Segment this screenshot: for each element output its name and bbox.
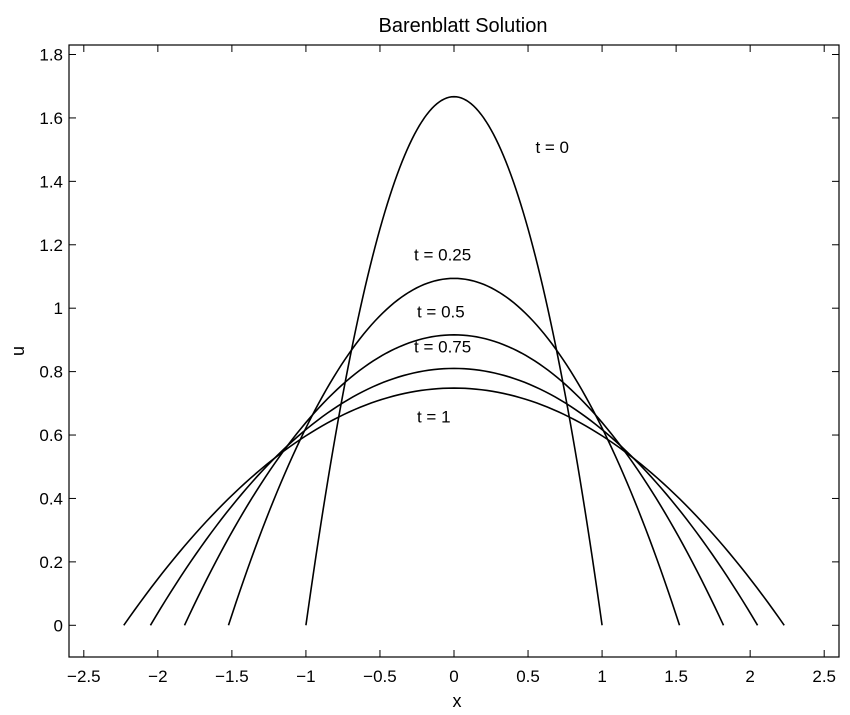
curve-labels-layer: t = 0 t = 0.25 t = 0.5 t = 0.75 t = 1 [414,138,569,427]
x-tick-label: 2.5 [812,667,836,686]
x-tick-label: −2 [148,667,167,686]
series-curve [183,334,725,626]
x-tick-label: −1.5 [215,667,249,686]
curve-label: t = 1 [417,407,451,426]
y-tick-label: 0.6 [39,426,63,445]
y-tick-label: 0.8 [39,363,63,382]
x-tick-label: 0.5 [516,667,540,686]
y-axis: 0 0.2 0.4 0.6 0.8 1 1.2 1.4 1.6 1.8 [39,46,839,635]
curve-label: t = 0.5 [417,303,465,322]
x-tick-label: 0 [449,667,458,686]
x-tick-label: 2 [745,667,754,686]
y-tick-label: 0 [54,616,63,635]
y-axis-label: u [8,346,28,356]
x-tick-label: 1 [597,667,606,686]
curves-layer [123,95,785,626]
series-curve [305,95,603,626]
x-tick-label: 1.5 [664,667,688,686]
x-tick-label: −0.5 [363,667,397,686]
y-tick-label: 0.4 [39,489,63,508]
series-curve [227,277,681,626]
series-curve [123,387,785,626]
curve-label: t = 0.75 [414,338,471,357]
y-tick-label: 1.8 [39,46,63,65]
curve-label: t = 0.25 [414,246,471,265]
y-tick-label: 1.4 [39,172,63,191]
y-tick-label: 1.2 [39,236,63,255]
chart-title: Barenblatt Solution [378,15,547,37]
x-axis-label: x [453,691,462,711]
y-tick-label: 1 [54,299,63,318]
series-curve [149,367,759,626]
x-axis: −2.5 −2 −1.5 −1 −0.5 0 0.5 1 1.5 2 2.5 [67,45,836,686]
y-tick-label: 0.2 [39,553,63,572]
curve-label: t = 0 [535,138,569,157]
x-tick-label: −1 [296,667,315,686]
y-tick-label: 1.6 [39,109,63,128]
x-tick-label: −2.5 [67,667,101,686]
